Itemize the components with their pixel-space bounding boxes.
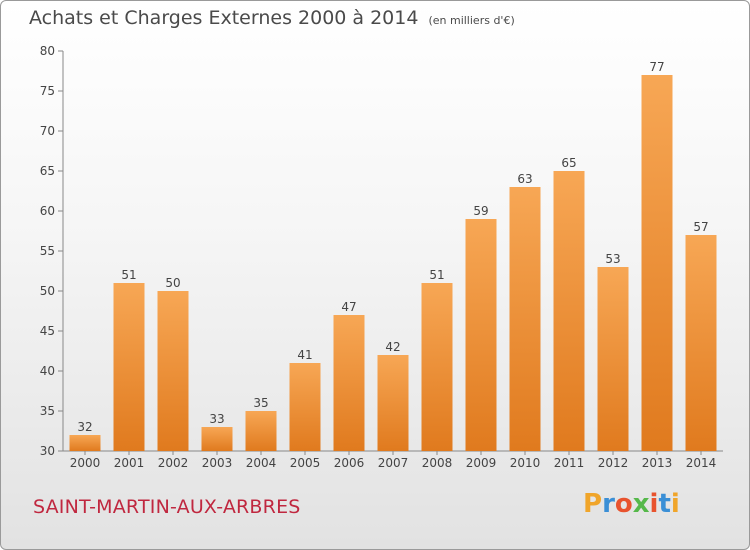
data-label-2006: 47 <box>341 300 356 314</box>
x-tick-label: 2000 <box>70 456 101 470</box>
logo-letter: t <box>658 489 671 519</box>
bar-2005 <box>289 363 321 451</box>
data-label-2000: 32 <box>77 420 92 434</box>
data-label-2013: 77 <box>649 60 664 74</box>
data-label-2011: 65 <box>561 156 576 170</box>
title-unit: (en milliers d'€) <box>428 14 515 27</box>
bar-2009 <box>465 219 497 451</box>
x-tick-label: 2004 <box>246 456 277 470</box>
x-tick-label: 2006 <box>334 456 365 470</box>
x-tick-label: 2002 <box>158 456 189 470</box>
bar-2014 <box>685 235 717 451</box>
y-tick-label: 30 <box>40 444 55 458</box>
x-tick-label: 2001 <box>114 456 145 470</box>
data-label-2008: 51 <box>429 268 444 282</box>
x-tick-label: 2008 <box>422 456 453 470</box>
y-tick-label: 75 <box>40 84 55 98</box>
data-label-2002: 50 <box>165 276 180 290</box>
x-tick-label: 2010 <box>510 456 541 470</box>
bar-2004 <box>245 411 277 451</box>
y-tick-label: 60 <box>40 204 55 218</box>
bar-2011 <box>553 171 585 451</box>
data-label-2003: 33 <box>209 412 224 426</box>
bar-2003 <box>201 427 233 451</box>
bar-2000 <box>69 435 101 451</box>
y-tick-label: 35 <box>40 404 55 418</box>
bar-2001 <box>113 283 145 451</box>
data-label-2007: 42 <box>385 340 400 354</box>
data-label-2001: 51 <box>121 268 136 282</box>
logo-letter: P <box>583 489 603 519</box>
y-tick-label: 80 <box>40 44 55 58</box>
proxiti-logo: Proxiti <box>583 489 680 519</box>
bar-2013 <box>641 75 673 451</box>
y-tick-label: 40 <box>40 364 55 378</box>
x-tick-label: 2007 <box>378 456 409 470</box>
x-tick-label: 2014 <box>686 456 717 470</box>
logo-letter: x <box>632 489 650 519</box>
y-tick-label: 50 <box>40 284 55 298</box>
x-tick-label: 2003 <box>202 456 233 470</box>
bar-2006 <box>333 315 365 451</box>
x-tick-label: 2005 <box>290 456 321 470</box>
y-tick-label: 65 <box>40 164 55 178</box>
y-tick-label: 70 <box>40 124 55 138</box>
bar-2007 <box>377 355 409 451</box>
x-tick-label: 2012 <box>598 456 629 470</box>
chart-title: Achats et Charges Externes 2000 à 2014 (e… <box>29 7 515 29</box>
x-tick-label: 2013 <box>642 456 673 470</box>
y-tick-label: 45 <box>40 324 55 338</box>
x-tick-label: 2011 <box>554 456 585 470</box>
logo-letter: r <box>602 489 615 519</box>
data-label-2005: 41 <box>297 348 312 362</box>
bar-2002 <box>157 291 189 451</box>
bar-2010 <box>509 187 541 451</box>
logo-letter: i <box>670 489 680 519</box>
title-text: Achats et Charges Externes 2000 à 2014 <box>29 7 419 29</box>
x-tick-label: 2009 <box>466 456 497 470</box>
town-name: SAINT-MARTIN-AUX-ARBRES <box>33 496 301 518</box>
bar-2008 <box>421 283 453 451</box>
data-label-2009: 59 <box>473 204 488 218</box>
data-label-2004: 35 <box>253 396 268 410</box>
bar-2012 <box>597 267 629 451</box>
y-tick-label: 55 <box>40 244 55 258</box>
logo-letter: o <box>614 489 633 519</box>
data-label-2014: 57 <box>693 220 708 234</box>
logo-letter: i <box>649 489 659 519</box>
data-label-2010: 63 <box>517 172 532 186</box>
data-label-2012: 53 <box>605 252 620 266</box>
